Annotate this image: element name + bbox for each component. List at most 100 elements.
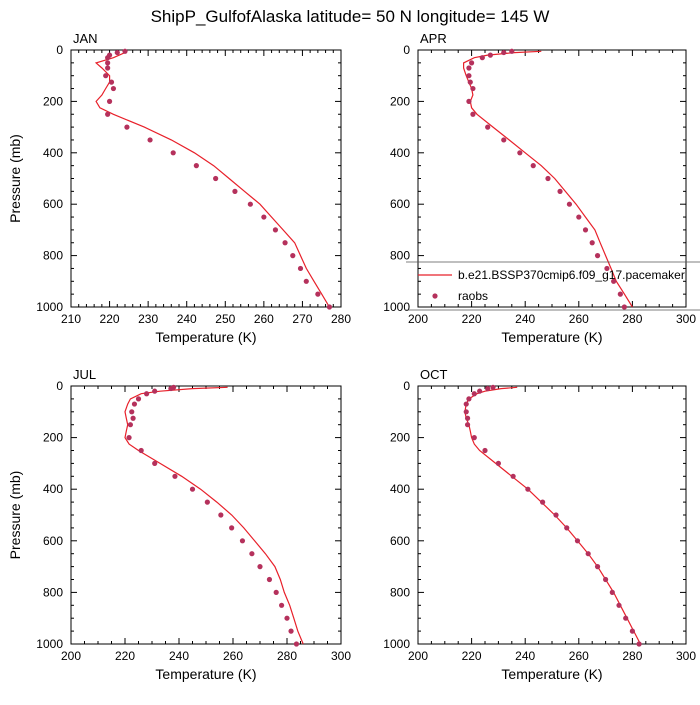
x-tick-label: 240 [515,312,535,326]
legend-obs-swatch [432,293,438,299]
obs-point [129,409,135,415]
y-tick-label: 1000 [36,300,63,314]
obs-point [482,447,488,454]
y-tick-label: 200 [43,94,63,108]
obs-point [623,615,629,621]
obs-point [463,401,469,407]
obs-point [204,499,210,505]
obs-point [170,150,176,156]
obs-point [272,227,279,233]
obs-point [105,65,111,71]
obs-point [566,201,573,207]
obs-point [509,48,515,54]
obs-point [114,49,120,56]
obs-point [172,473,178,479]
obs-point [144,391,150,397]
obs-point [471,391,477,397]
obs-point [135,396,142,402]
y-tick-label: 0 [403,43,410,57]
obs-point [303,278,309,284]
plot-frame [417,385,687,645]
obs-point [545,175,551,182]
x-tick-label: 220 [462,649,482,663]
obs-point [594,564,601,570]
obs-point [629,628,636,634]
x-tick-label: 300 [676,649,696,663]
obs-point [611,278,617,284]
obs-point [297,265,304,272]
y-tick-label: 600 [390,534,410,548]
obs-point [232,188,238,194]
x-tick-label: 240 [515,649,535,663]
obs-point [470,85,476,92]
x-tick-label: 220 [115,649,135,663]
x-tick-label: 220 [462,312,482,326]
obs-point [621,304,627,310]
obs-point [636,641,642,647]
obs-point [604,265,610,272]
obs-point [585,551,591,557]
obs-point [603,576,609,583]
y-tick-label: 400 [43,146,63,160]
obs-point [229,525,235,531]
obs-point [130,415,136,421]
obs-point [138,447,144,454]
panel-title: JAN [73,31,98,46]
obs-point [466,396,472,402]
x-tick-label: 240 [169,649,189,663]
obs-point [282,240,288,246]
obs-point [495,460,501,466]
obs-point [326,304,333,310]
obs-point [501,49,507,56]
y-tick-label: 600 [43,534,63,548]
obs-point [290,253,296,259]
y-tick-label: 600 [390,197,410,211]
panel-apr [417,48,687,310]
x-axis-label: Temperature (K) [501,329,602,345]
y-tick-label: 800 [390,585,410,599]
obs-point [152,460,158,466]
obs-point [490,384,496,390]
obs-point [152,388,158,394]
y-tick-label: 0 [56,43,63,57]
panel-title: APR [420,31,447,46]
x-tick-label: 230 [138,312,158,326]
y-tick-label: 400 [43,482,63,496]
obs-point [479,55,485,61]
obs-point [105,111,111,117]
y-tick-label: 1000 [383,300,410,314]
obs-point [266,576,273,583]
obs-point [564,525,570,531]
obs-point [273,589,279,596]
plot-frame [70,385,342,645]
y-tick-label: 1000 [383,637,410,651]
obs-point [463,409,469,415]
obs-point [525,486,531,492]
x-axis-label: Temperature (K) [501,666,602,682]
x-tick-label: 210 [61,312,81,326]
obs-point [218,512,224,518]
obs-point [257,564,263,570]
x-tick-label: 280 [277,649,297,663]
x-tick-label: 240 [177,312,197,326]
obs-point [616,602,622,608]
x-tick-label: 280 [331,312,351,326]
x-axis-label: Temperature (K) [155,329,256,345]
panel-jan [70,48,342,310]
obs-point [589,240,595,246]
obs-point [131,401,138,407]
obs-point [213,175,219,182]
obs-point [485,385,491,392]
obs-point [247,201,253,207]
obs-point [609,589,615,596]
x-tick-label: 220 [100,312,120,326]
obs-point [617,291,623,297]
obs-point [126,435,132,441]
obs-point [466,65,472,71]
x-tick-label: 200 [61,649,81,663]
model-series-line [463,50,633,308]
panel-oct [417,384,687,647]
obs-point [557,188,563,194]
